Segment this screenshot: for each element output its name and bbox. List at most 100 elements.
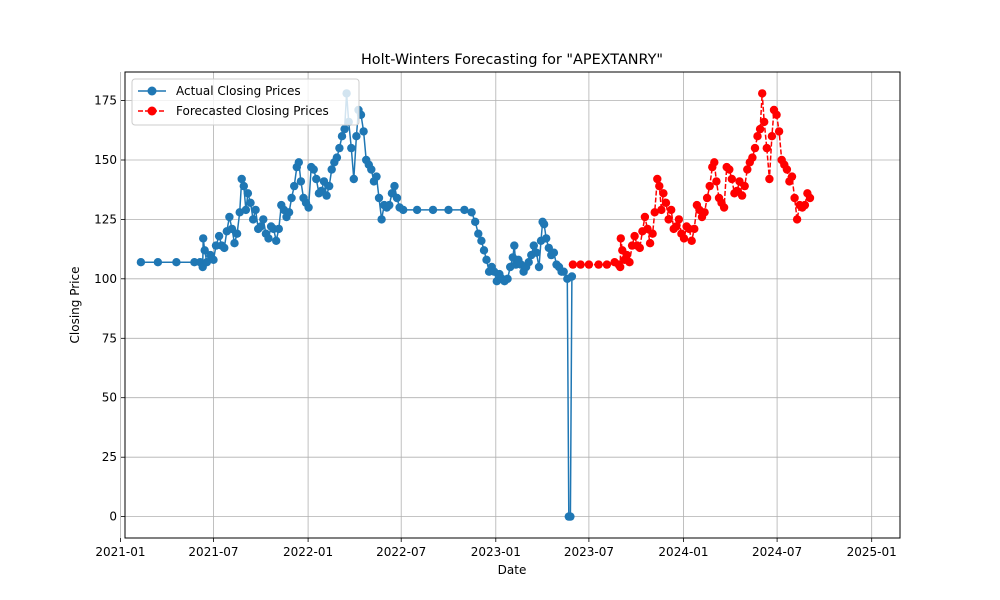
data-point-actual bbox=[243, 189, 253, 198]
x-tick-label: 2022-01 bbox=[283, 545, 333, 559]
data-point-forecast bbox=[800, 200, 810, 210]
data-point-forecast bbox=[635, 243, 644, 253]
data-point-forecast bbox=[602, 260, 612, 269]
data-point-forecast bbox=[667, 205, 676, 215]
data-point-forecast bbox=[772, 110, 781, 120]
data-point-actual bbox=[337, 132, 347, 141]
data-point-actual bbox=[325, 181, 334, 191]
data-point-forecast bbox=[755, 124, 765, 134]
data-point-forecast bbox=[700, 208, 709, 217]
data-point-actual bbox=[412, 205, 422, 215]
data-point-actual bbox=[209, 255, 218, 264]
legend-label-actual: Actual Closing Prices bbox=[176, 84, 301, 98]
data-point-forecast bbox=[805, 193, 815, 203]
plot-frame bbox=[124, 71, 901, 539]
data-point-forecast bbox=[727, 174, 736, 184]
data-point-forecast bbox=[737, 191, 747, 200]
data-point-actual bbox=[274, 224, 283, 234]
data-point-actual bbox=[460, 205, 469, 215]
data-point-actual bbox=[200, 246, 209, 255]
legend-marker-actual bbox=[147, 86, 157, 96]
legend-marker-forecast bbox=[147, 106, 157, 116]
data-point-forecast bbox=[664, 215, 673, 224]
data-point-actual bbox=[467, 208, 476, 217]
series-forecast bbox=[568, 89, 815, 272]
data-point-forecast bbox=[719, 203, 729, 212]
data-point-actual bbox=[377, 215, 386, 224]
data-point-forecast bbox=[774, 127, 784, 136]
data-point-forecast bbox=[659, 189, 668, 198]
data-point-actual bbox=[549, 248, 559, 257]
data-point-actual bbox=[312, 174, 321, 184]
data-point-actual bbox=[474, 229, 483, 238]
data-point-actual bbox=[559, 267, 568, 276]
data-point-actual bbox=[372, 172, 381, 181]
data-point-forecast bbox=[630, 231, 639, 241]
data-point-actual bbox=[199, 234, 208, 243]
data-point-forecast bbox=[790, 193, 799, 203]
data-point-forecast bbox=[584, 260, 594, 269]
data-point-actual bbox=[567, 272, 577, 281]
data-point-actual bbox=[374, 193, 384, 203]
x-tick-label: 2021-01 bbox=[95, 545, 145, 559]
data-point-actual bbox=[304, 203, 313, 212]
data-point-actual bbox=[264, 234, 273, 243]
series-layer bbox=[136, 89, 815, 521]
data-point-forecast bbox=[782, 165, 792, 174]
data-point-forecast bbox=[767, 132, 777, 141]
data-point-actual bbox=[477, 236, 486, 245]
data-point-actual bbox=[542, 234, 551, 243]
data-point-forecast bbox=[616, 234, 625, 243]
y-tick-label: 25 bbox=[102, 450, 117, 464]
data-point-actual bbox=[225, 212, 234, 222]
data-point-actual bbox=[214, 231, 224, 241]
data-point-forecast bbox=[648, 229, 657, 238]
data-point-actual bbox=[246, 198, 255, 207]
data-point-forecast bbox=[705, 181, 714, 191]
data-point-actual bbox=[256, 222, 265, 231]
data-point-forecast bbox=[679, 234, 689, 243]
data-point-forecast bbox=[661, 198, 671, 207]
data-point-actual bbox=[399, 205, 408, 215]
data-point-forecast bbox=[712, 177, 721, 186]
x-tick-label: 2023-01 bbox=[471, 545, 521, 559]
data-point-actual bbox=[524, 258, 533, 267]
data-point-forecast bbox=[594, 260, 603, 269]
data-point-forecast bbox=[576, 260, 585, 269]
y-axis-title: Closing Price bbox=[68, 267, 82, 344]
data-point-actual bbox=[239, 181, 248, 191]
plot-area bbox=[125, 72, 900, 538]
data-point-actual bbox=[349, 174, 358, 184]
chart-title: Holt-Winters Forecasting for "APEXTANRY" bbox=[361, 52, 663, 68]
data-point-forecast bbox=[622, 250, 632, 260]
legend-box bbox=[131, 78, 360, 126]
data-point-actual bbox=[296, 177, 306, 186]
x-tick-label: 2024-07 bbox=[752, 545, 802, 559]
data-point-forecast bbox=[645, 239, 655, 248]
data-point-actual bbox=[428, 205, 438, 215]
y-tick-label: 75 bbox=[102, 331, 117, 345]
data-point-forecast bbox=[758, 89, 767, 98]
data-point-forecast bbox=[750, 143, 760, 153]
data-point-actual bbox=[332, 153, 342, 162]
data-point-actual bbox=[251, 205, 260, 215]
data-point-forecast bbox=[568, 260, 578, 269]
x-tick-label: 2025-01 bbox=[847, 545, 897, 559]
data-point-actual bbox=[284, 208, 294, 217]
x-tick-label: 2024-01 bbox=[658, 545, 708, 559]
data-point-actual bbox=[294, 158, 303, 167]
legend-entry-forecast: Forecasted Closing Prices bbox=[138, 104, 329, 118]
y-tick-label: 0 bbox=[109, 510, 117, 524]
data-point-forecast bbox=[753, 132, 762, 141]
data-point-actual bbox=[385, 200, 394, 210]
data-point-forecast bbox=[792, 215, 802, 224]
y-tick-label: 175 bbox=[94, 94, 117, 108]
data-point-actual bbox=[327, 165, 336, 174]
data-point-actual bbox=[290, 181, 299, 191]
grid-lines bbox=[120, 72, 900, 538]
data-point-forecast bbox=[710, 158, 719, 167]
legend-entry-actual: Actual Closing Prices bbox=[138, 84, 301, 98]
data-point-actual bbox=[390, 181, 399, 191]
data-point-actual bbox=[272, 236, 281, 245]
